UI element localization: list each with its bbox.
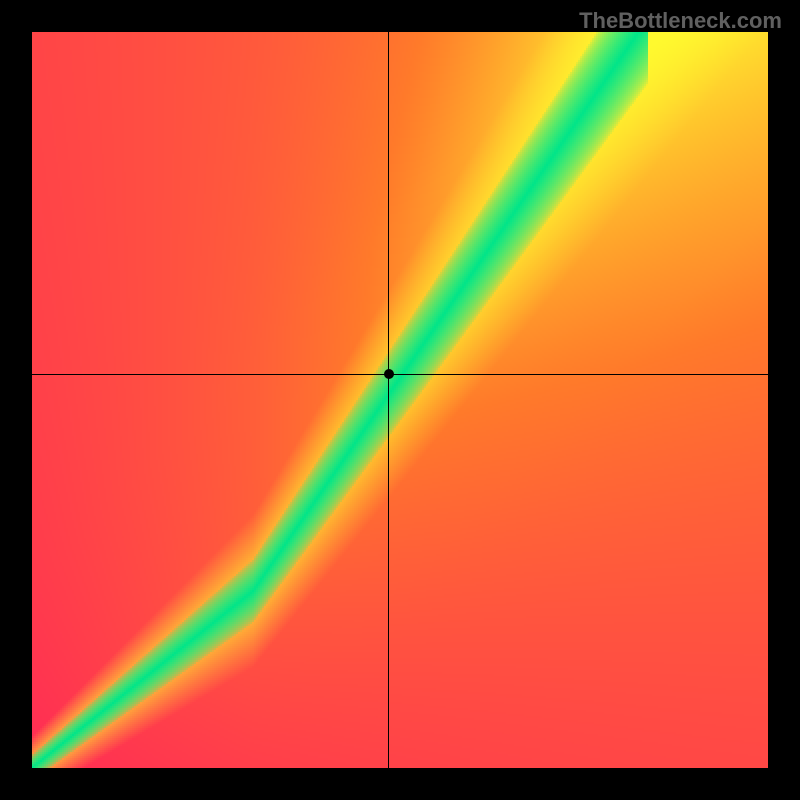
attribution-text: TheBottleneck.com — [579, 8, 782, 34]
chart-container: TheBottleneck.com — [0, 0, 800, 800]
heatmap-canvas — [32, 32, 768, 768]
plot-area — [32, 32, 768, 768]
data-point-marker — [384, 369, 394, 379]
crosshair-horizontal — [32, 374, 768, 375]
crosshair-vertical — [388, 32, 389, 768]
